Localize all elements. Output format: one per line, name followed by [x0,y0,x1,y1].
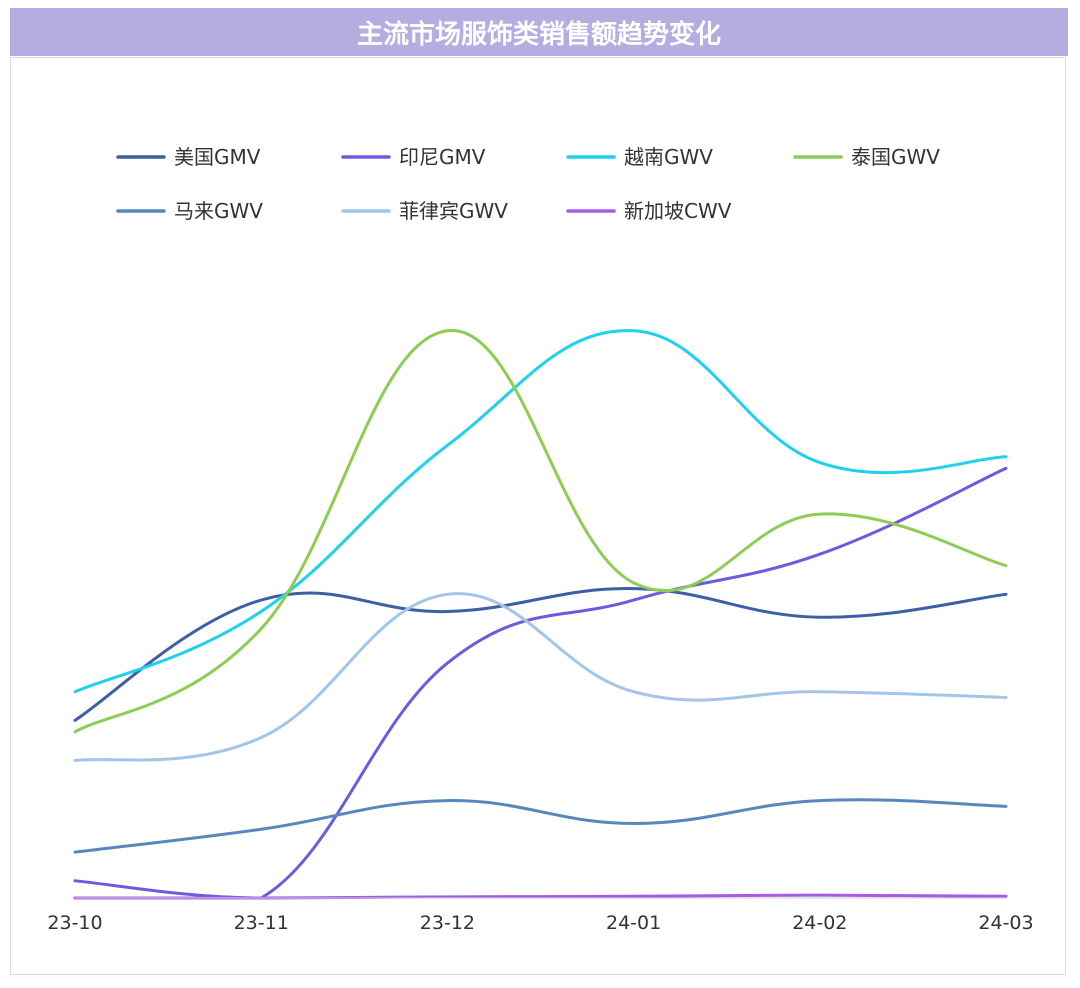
chart-title: 主流市场服饰类销售额趋势变化 [10,8,1068,56]
series-lines [73,329,1008,900]
x-tick-label: 24-03 [978,912,1033,934]
legend-item[interactable]: 马来GWV [116,199,263,223]
legend-item[interactable]: 菲律宾GWV [341,199,508,223]
x-tick-label: 23-12 [420,912,475,934]
series-line-0 [73,587,1008,722]
legend-label: 越南GWV [624,145,713,169]
x-tick-label: 23-11 [234,912,289,934]
x-tick-label: 24-01 [606,912,661,934]
legend-label: 印尼GMV [399,145,486,169]
series-line-5 [73,592,1008,762]
series-line-2 [73,329,1008,694]
legend-label: 菲律宾GWV [399,199,508,223]
chart-frame [10,57,1066,975]
x-tick-label: 24-02 [792,912,847,934]
legend-label: 马来GWV [174,199,263,223]
legend-item[interactable]: 越南GWV [566,145,713,169]
legend-item[interactable]: 泰国GWV [793,145,940,169]
legend-label: 新加坡CWV [624,199,732,223]
x-tick-label: 23-10 [47,912,102,934]
legend-item[interactable]: 美国GMV [116,145,261,169]
legend-label: 美国GMV [174,145,261,169]
legend-label: 泰国GWV [851,145,940,169]
series-line-3 [73,329,1008,734]
series-line-4 [73,798,1008,854]
x-axis: 23-10 23-11 23-12 24-01 24-02 24-03 [47,897,1034,934]
series-line-1 [73,466,1008,900]
legend-item[interactable]: 印尼GMV [341,145,486,169]
legend-item[interactable]: 新加坡CWV [566,199,732,223]
legend: 美国GMV 印尼GMV 越南GWV 泰国GWV 马来GWV 菲律宾GWV 新加坡CWV [116,145,940,223]
